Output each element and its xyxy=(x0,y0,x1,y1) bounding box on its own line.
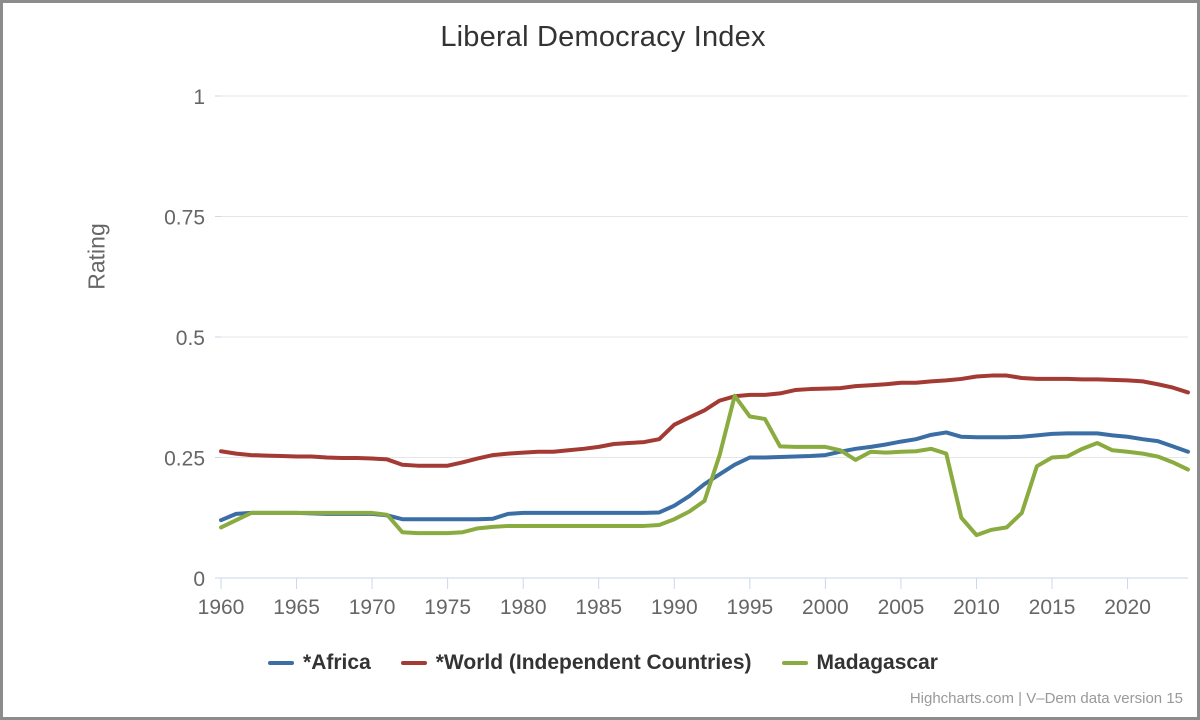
y-tick-label: 0.5 xyxy=(176,327,205,350)
x-tick-label: 2010 xyxy=(953,596,1000,619)
plot-area: 00.250.50.751 1960 1965 1970 1975 1980 1985 19… xyxy=(164,86,1190,619)
x-tick-label: 2020 xyxy=(1104,596,1151,619)
series-line[interactable] xyxy=(219,373,1190,468)
data-series-group xyxy=(219,373,1190,538)
legend-swatch-icon xyxy=(268,661,295,665)
x-tick-label: 1965 xyxy=(273,596,320,619)
legend-item[interactable]: *Africa xyxy=(268,651,371,675)
legend-item-label: *Africa xyxy=(303,651,371,674)
x-tick-label: 1995 xyxy=(726,596,773,619)
legend-item-label: Madagascar xyxy=(816,651,938,674)
x-tick-label: 1980 xyxy=(500,596,547,619)
x-axis-tick-labels: 1960 1965 1970 1975 1980 1985 1990 1995 2000 2005… xyxy=(198,596,1151,619)
y-tick-label: 1 xyxy=(193,86,205,109)
x-axis xyxy=(220,577,1188,589)
y-tick-label: 0 xyxy=(193,568,205,591)
x-tick-label: 1960 xyxy=(198,596,245,619)
y-tick-label: 0.25 xyxy=(164,448,205,471)
y-axis-tick-labels: 0 0.25 0.5 0.75 1 xyxy=(164,86,205,591)
series-line[interactable] xyxy=(219,393,1190,538)
gridlines xyxy=(215,95,1188,579)
x-tick-label: 1970 xyxy=(349,596,396,619)
x-tick-label: 1990 xyxy=(651,596,698,619)
credits-label[interactable]: Highcharts.com | V–Dem data version 15 xyxy=(909,690,1183,707)
x-tick-label: 2000 xyxy=(802,596,849,619)
legend-item-label: *World (Independent Countries) xyxy=(435,651,752,674)
x-tick-label: 1975 xyxy=(424,596,471,619)
legend-item[interactable]: *World (Independent Countries) xyxy=(400,651,752,675)
chart-legend: *Africa *World (Independent Countries) Mad… xyxy=(3,651,1197,675)
legend-swatch-icon xyxy=(400,661,427,665)
y-tick-label: 0.75 xyxy=(164,207,205,230)
x-tick-label: 2015 xyxy=(1029,596,1076,619)
x-tick-label: 2005 xyxy=(878,596,925,619)
legend-swatch-icon xyxy=(781,661,808,665)
chart-title: Liberal Democracy Index xyxy=(440,21,766,53)
legend-item[interactable]: Madagascar xyxy=(781,651,938,675)
x-tick-label: 1985 xyxy=(575,596,622,619)
series-line[interactable] xyxy=(219,430,1190,523)
